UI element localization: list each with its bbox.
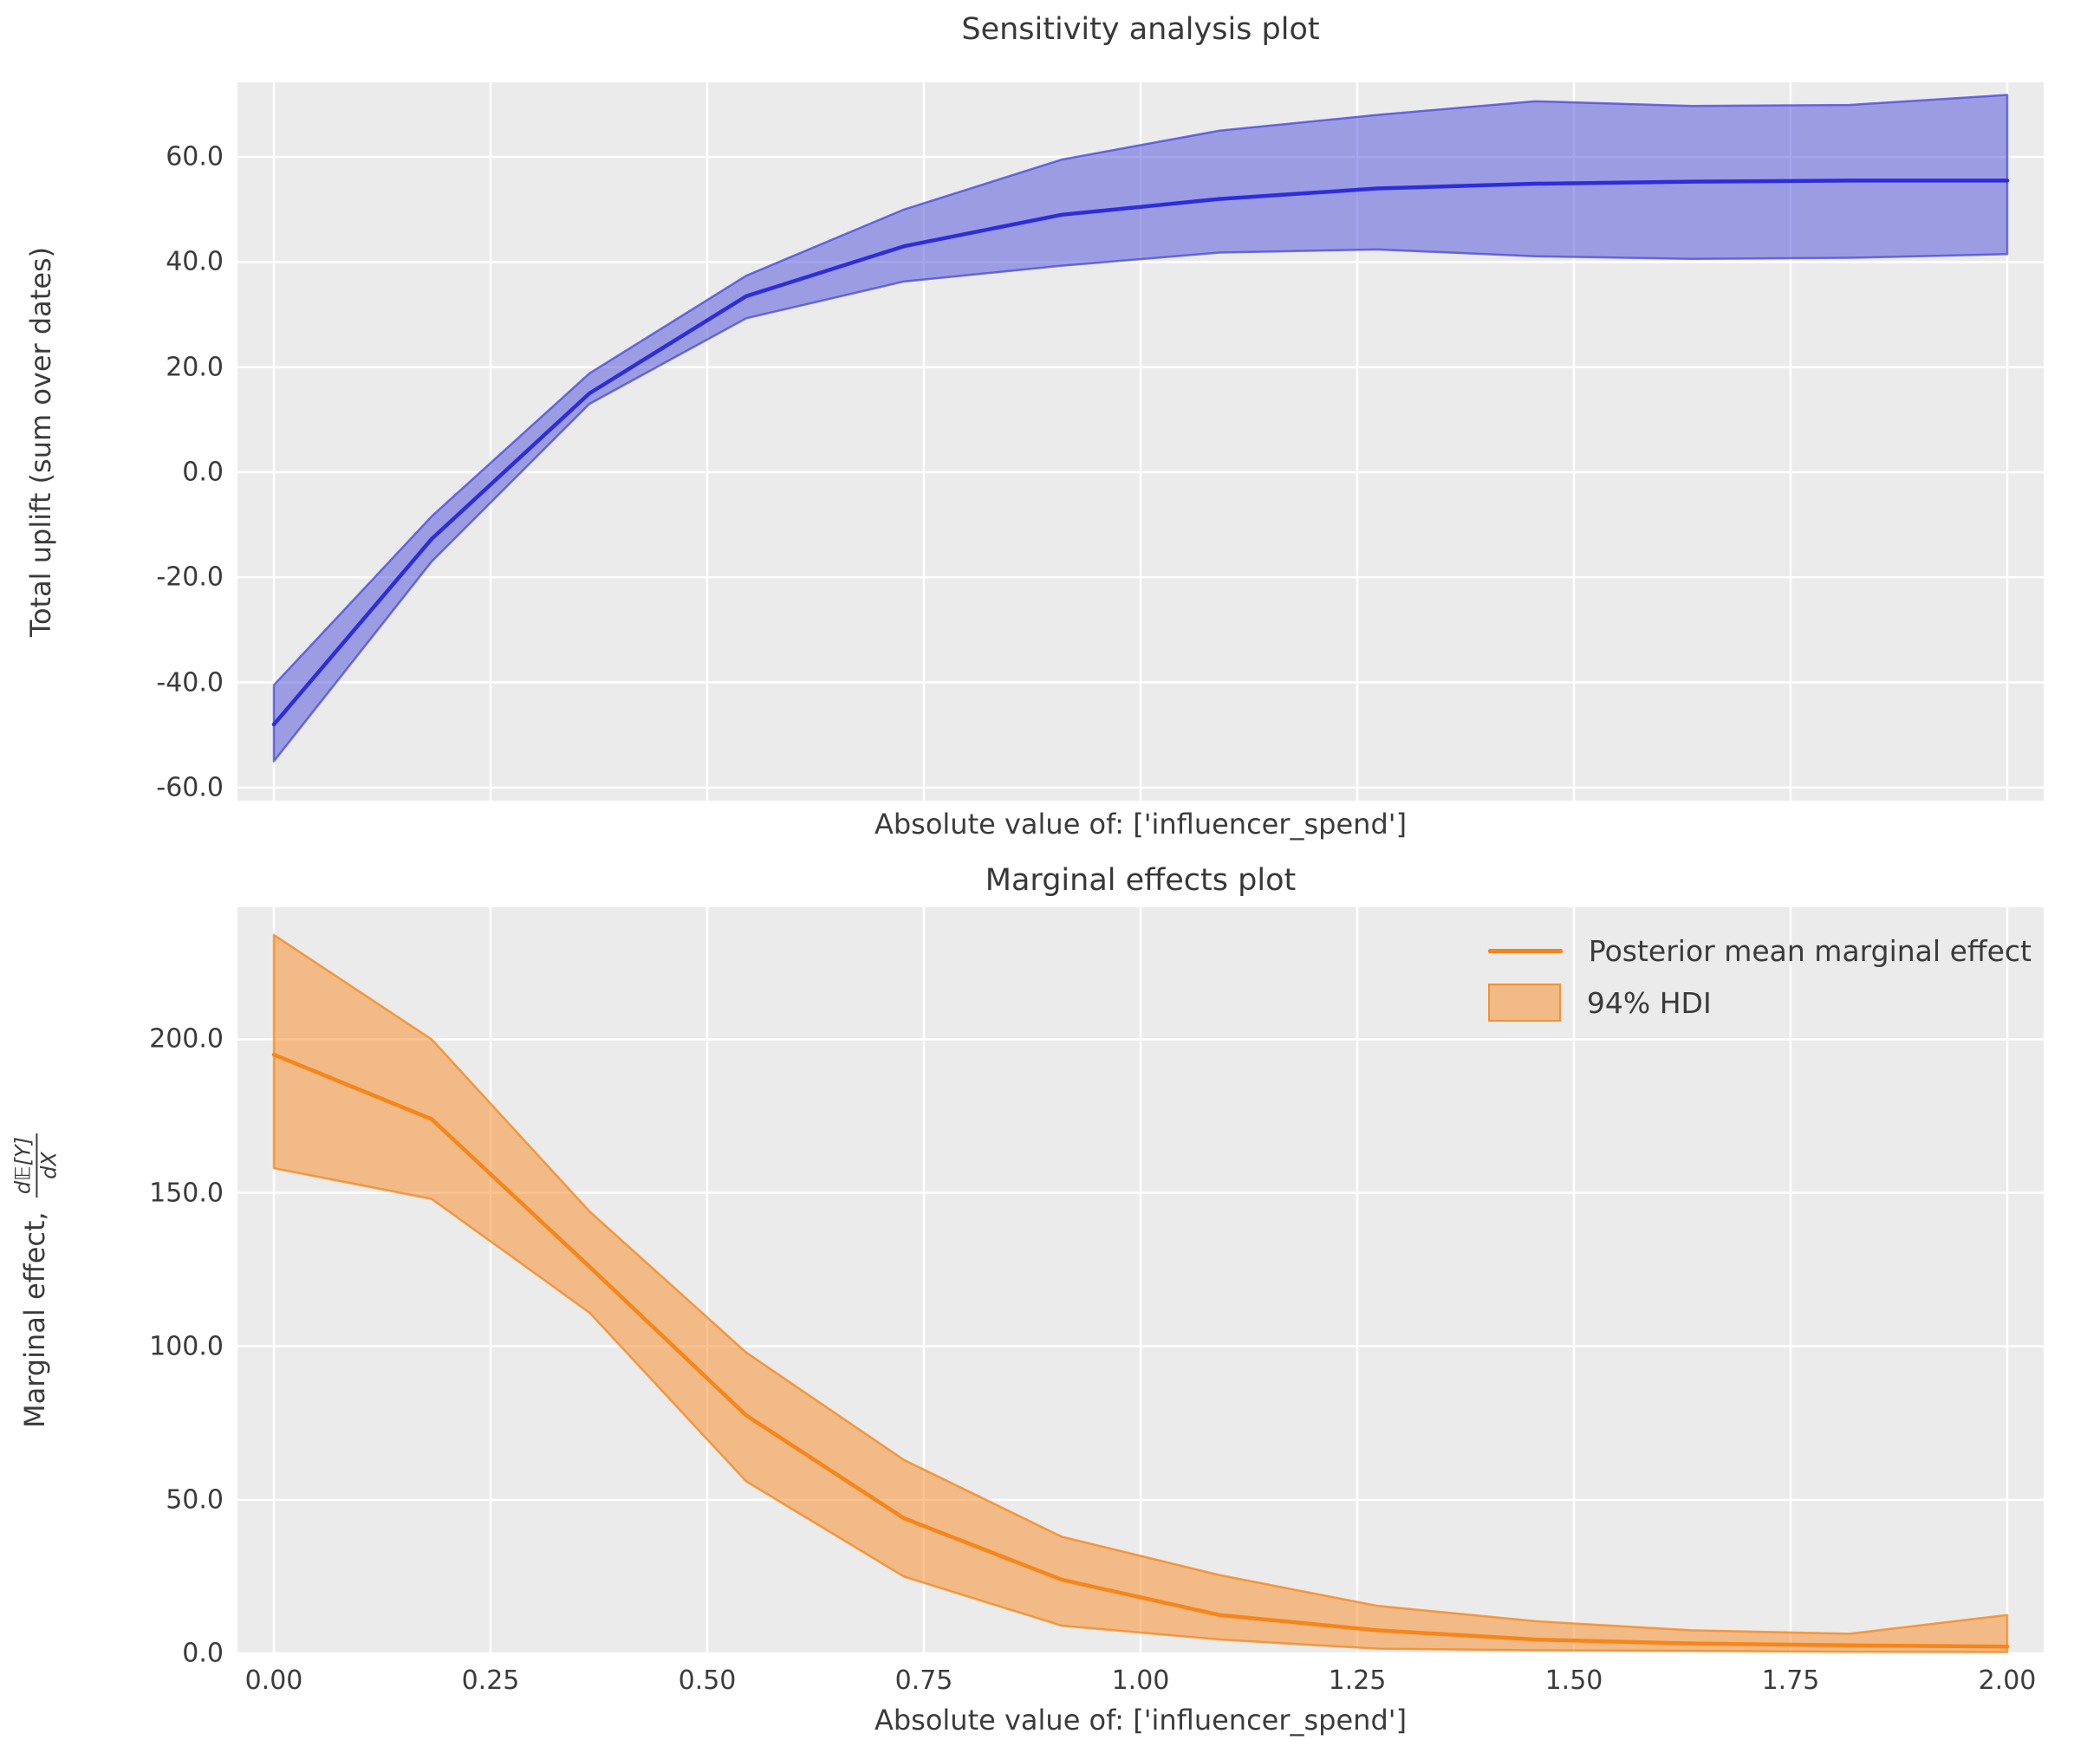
x-tick-label: 0.25 <box>461 1665 520 1696</box>
legend-entry-hdi: 94% HDI <box>1487 982 1712 1023</box>
x-axis-label-top: Absolute value of: ['influencer_spend'] <box>874 808 1408 841</box>
x-tick-label: 0.50 <box>678 1665 737 1696</box>
fraction-denominator: dX <box>36 1152 61 1179</box>
y-tick-label: 20.0 <box>166 352 224 383</box>
legend-patch-swatch-icon <box>1487 984 1561 1022</box>
legend-entry-mean: Posterior mean marginal effect <box>1487 930 2032 971</box>
fraction-numerator: d𝔼[Y] <box>10 1133 37 1198</box>
x-tick-label: 0.75 <box>894 1665 953 1696</box>
y-tick-label: 60.0 <box>166 141 224 172</box>
x-tick-label: 0.00 <box>244 1665 303 1696</box>
x-tick-label: 1.00 <box>1111 1665 1170 1696</box>
hdi-band <box>272 94 2009 763</box>
y-tick-label: -40.0 <box>156 667 224 698</box>
y-axis-label-top-text: Total uplift (sum over dates) <box>24 246 57 638</box>
x-tick-label: 1.50 <box>1544 1665 1603 1696</box>
x-axis-label-bottom: Absolute value of: ['influencer_spend'] <box>874 1704 1408 1737</box>
posterior-mean-line <box>271 179 2010 727</box>
top-plot-area <box>237 82 2044 801</box>
legend-label-hdi: 94% HDI <box>1586 985 1712 1020</box>
sensitivity-chart <box>237 82 2044 801</box>
bottom-plot-title: Marginal effects plot <box>985 863 1297 898</box>
posterior-mean-line <box>271 1052 2010 1649</box>
x-tick-label: 1.25 <box>1328 1665 1387 1696</box>
y-tick-label: 200.0 <box>149 1023 224 1055</box>
y-tick-label: -20.0 <box>156 562 224 593</box>
legend-label-mean: Posterior mean marginal effect <box>1588 933 2032 968</box>
y-tick-label: -60.0 <box>156 772 224 803</box>
y-tick-label: 50.0 <box>166 1484 224 1516</box>
top-plot-title: Sensitivity analysis plot <box>961 12 1320 47</box>
x-tick-label: 1.75 <box>1761 1665 1820 1696</box>
y-axis-label-bottom-text: Marginal effect, <box>18 1203 51 1429</box>
y-tick-label: 40.0 <box>166 246 224 277</box>
y-axis-label-bottom: Marginal effect, d𝔼[Y] dX <box>10 1133 61 1429</box>
bottom-plot-area: Posterior mean marginal effect 94% HDI <box>237 907 2044 1653</box>
x-tick-label: 2.00 <box>1978 1665 2037 1696</box>
legend: Posterior mean marginal effect 94% HDI <box>1487 930 2032 1023</box>
y-axis-label-top: Total uplift (sum over dates) <box>24 247 57 637</box>
y-tick-label: 100.0 <box>149 1331 224 1362</box>
y-axis-label-fraction: d𝔼[Y] dX <box>10 1133 61 1198</box>
marginal-effects-chart <box>237 907 2044 1653</box>
legend-line-swatch-icon <box>1487 948 1563 953</box>
y-tick-label: 0.0 <box>182 1638 224 1669</box>
y-tick-label: 0.0 <box>182 457 224 488</box>
y-tick-label: 150.0 <box>149 1178 224 1209</box>
